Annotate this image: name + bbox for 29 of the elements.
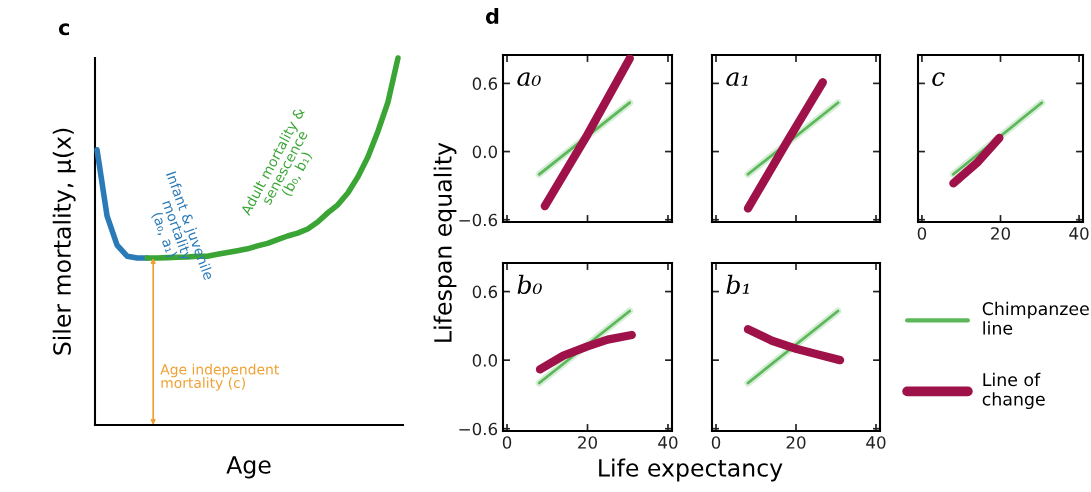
chart-title: a₀ xyxy=(517,72,541,87)
y-tick-label: −0.6 xyxy=(459,213,498,227)
y-tick-label: 0.0 xyxy=(472,354,498,367)
y-tick-label: −0.6 xyxy=(459,422,498,436)
x-tick-label: 0 xyxy=(917,227,927,240)
text: d xyxy=(485,7,499,25)
x-tick-label: 20 xyxy=(786,436,806,449)
y-axis-title: Siler mortality, μ(x) xyxy=(52,128,76,355)
x-tick-label: 0 xyxy=(502,436,512,449)
chart-title: b₁ xyxy=(726,274,749,295)
y-tick-label: 0.6 xyxy=(472,77,498,90)
y-axis-title: Lifespan equality xyxy=(433,142,457,342)
legend-label: Chimpanzee line xyxy=(982,301,1089,335)
annotation: Age independent mortality (c) xyxy=(160,363,279,391)
chart-title: c xyxy=(932,72,945,87)
chart-title: a₁ xyxy=(726,72,748,87)
y-tick-label: 0.0 xyxy=(472,145,498,159)
x-tick-label: 40 xyxy=(658,436,678,449)
x-tick-label: 20 xyxy=(991,227,1010,240)
legend-label: Line of change xyxy=(982,372,1045,409)
y-tick-label: 0.6 xyxy=(472,285,498,299)
chart-title: c xyxy=(58,23,69,36)
x-tick-label: 20 xyxy=(578,436,597,449)
x-tick-label: 40 xyxy=(1069,227,1089,240)
x-axis-title: Age xyxy=(226,456,271,479)
chart-title: b₀ xyxy=(517,274,542,295)
x-tick-label: 40 xyxy=(866,436,886,449)
x-axis-title: Life expectancy xyxy=(599,458,783,482)
x-tick-label: 0 xyxy=(711,436,721,449)
